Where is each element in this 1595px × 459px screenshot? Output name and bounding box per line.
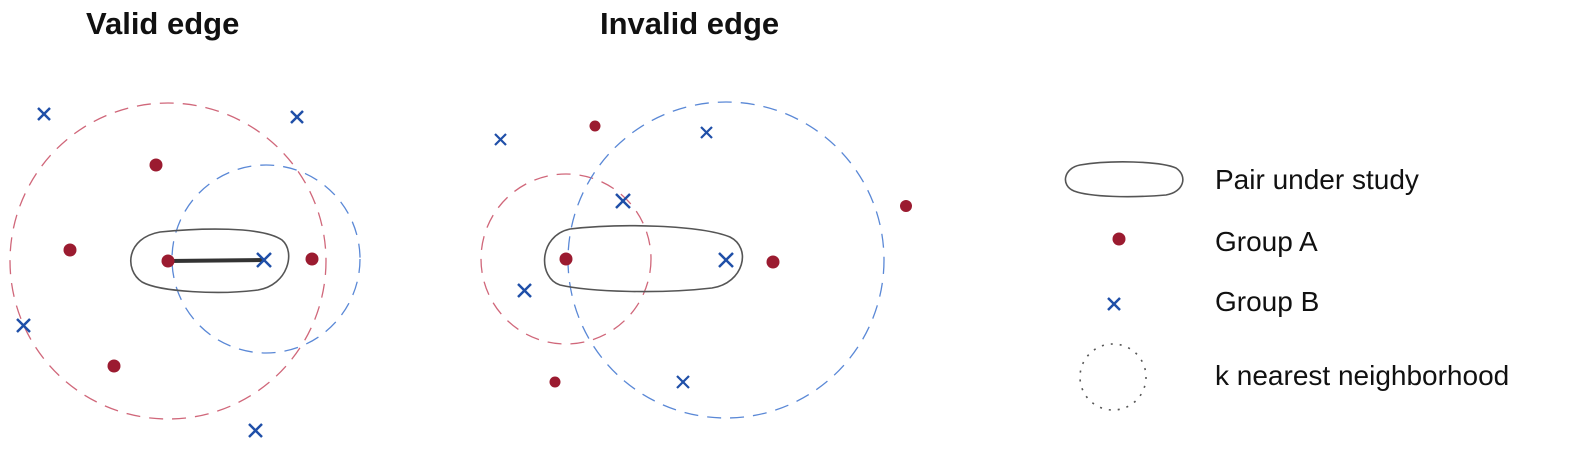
pair-under-study-outline <box>129 228 290 294</box>
group-b-point <box>37 107 51 121</box>
valid-edge-line <box>167 258 265 263</box>
group-a-point <box>766 255 780 269</box>
pair-under-study-outline <box>543 224 744 293</box>
group-a-point <box>107 359 121 373</box>
group-b-point <box>517 283 532 298</box>
group-a-point <box>589 120 601 132</box>
group-b-point <box>290 110 304 124</box>
pair-under-study-legend-icon <box>1064 161 1184 198</box>
group-a-point <box>900 200 912 212</box>
valid-edge-title: Valid edge <box>86 6 240 41</box>
group-a-point <box>559 252 573 266</box>
group-b-legend-icon <box>1107 297 1121 311</box>
invalid-edge-title: Invalid edge <box>600 6 780 41</box>
group-a-point <box>149 158 163 172</box>
legend-neighborhood-label: k nearest neighborhood <box>1215 360 1510 391</box>
group-a-legend-icon <box>1112 232 1126 246</box>
invalid-edge-panel <box>480 101 912 419</box>
group-a-point <box>63 243 77 257</box>
group-b-point <box>494 133 507 146</box>
group-b-point <box>676 375 690 389</box>
group-b-point <box>16 318 31 333</box>
valid-edge-panel <box>9 102 361 438</box>
legend-pair-label: Pair under study <box>1215 164 1419 195</box>
group-a-point <box>305 252 319 266</box>
k-nearest-neighborhood-legend-icon <box>1079 343 1147 411</box>
group-b-point <box>615 193 631 209</box>
legend-group-b-label: Group B <box>1215 286 1320 317</box>
legend <box>1064 161 1184 411</box>
group-a-point <box>161 254 175 268</box>
group-a-neighborhood-circle <box>9 102 327 420</box>
group-b-neighborhood-circle <box>171 164 361 354</box>
group-a-neighborhood-circle <box>480 173 652 345</box>
group-b-point <box>256 252 272 268</box>
legend-group-a-label: Group A <box>1215 226 1318 257</box>
group-a-point <box>549 376 561 388</box>
group-b-point <box>718 252 734 268</box>
group-b-point <box>248 423 263 438</box>
group-b-point <box>700 126 713 139</box>
